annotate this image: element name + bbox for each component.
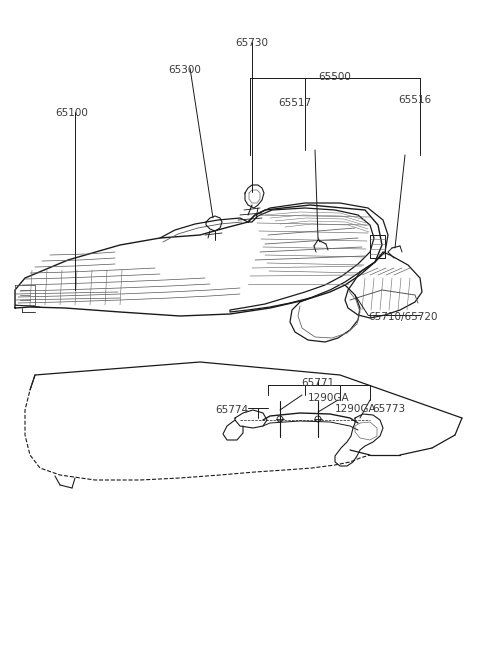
Text: 65771: 65771: [301, 378, 335, 388]
Text: 65710/65720: 65710/65720: [368, 312, 437, 322]
Text: 1290GA: 1290GA: [335, 404, 377, 414]
Text: 65100: 65100: [55, 108, 88, 118]
Text: 65516: 65516: [398, 95, 432, 105]
Text: 65300: 65300: [168, 65, 202, 75]
Text: 65517: 65517: [278, 98, 312, 108]
Text: 65774: 65774: [215, 405, 248, 415]
Text: 1290GA: 1290GA: [308, 393, 349, 403]
Text: 65773: 65773: [372, 404, 405, 414]
Text: 65500: 65500: [319, 72, 351, 82]
Text: 65730: 65730: [236, 38, 268, 48]
